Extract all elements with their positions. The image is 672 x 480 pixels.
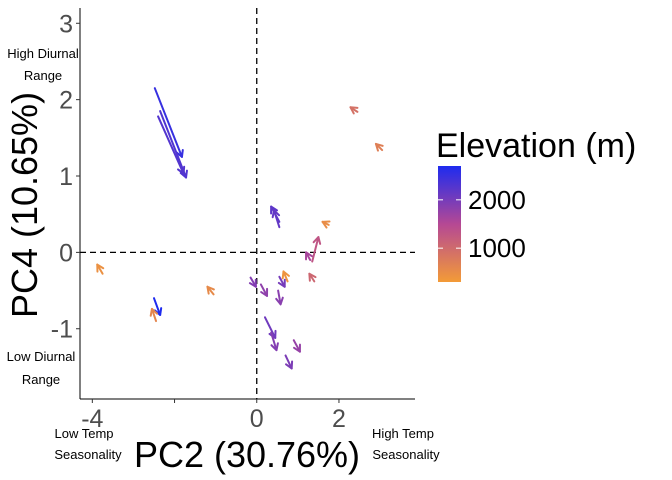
arrow-series <box>96 87 384 370</box>
data-arrow <box>284 354 294 370</box>
y-tick-label: 2 <box>59 87 73 115</box>
y-tick-label: 1 <box>59 163 73 191</box>
annotation-low-temp-line1: Low Temp <box>54 426 113 441</box>
data-arrow <box>292 339 301 353</box>
annotation-low-temp-line2: Seasonality <box>54 447 122 462</box>
data-arrow <box>96 263 105 275</box>
x-axis-ticks: -4 0 2 <box>81 399 346 433</box>
annotation-low-diurnal-line2: Range <box>22 372 60 387</box>
legend-title: Elevation (m) <box>436 127 636 165</box>
data-arrow <box>149 307 159 323</box>
annotation-low-diurnal-line1: Low Diurnal <box>7 349 76 364</box>
data-arrow <box>270 331 279 352</box>
data-arrow <box>206 285 215 296</box>
data-arrow <box>374 142 384 152</box>
legend: Elevation (m) 2000 1000 <box>436 127 636 282</box>
y-axis-title: PC4 (10.65%) <box>4 92 45 318</box>
legend-break-label: 2000 <box>468 185 526 215</box>
legend-break-label: 1000 <box>468 233 526 263</box>
data-arrow <box>308 272 317 283</box>
data-arrow <box>153 87 184 158</box>
data-arrow <box>275 289 284 306</box>
data-arrow <box>281 270 290 283</box>
data-arrow <box>157 115 186 175</box>
annotation-high-temp-line2: Seasonality <box>372 447 440 462</box>
data-arrow <box>159 110 188 179</box>
y-tick-label: 3 <box>59 10 73 38</box>
y-tick-label: -1 <box>51 316 73 344</box>
y-tick-label: 0 <box>59 239 73 267</box>
x-tick-label: 0 <box>250 405 264 433</box>
annotation-high-diurnal-line2: Range <box>24 68 62 83</box>
data-arrow <box>277 275 286 288</box>
legend-colorbar <box>438 166 461 282</box>
annotation-high-diurnal-line1: High Diurnal <box>7 46 79 61</box>
data-arrow <box>349 106 359 115</box>
x-tick-label: -4 <box>81 405 103 433</box>
legend-ticks: 2000 1000 <box>438 185 526 263</box>
annotation-high-temp-line1: High Temp <box>372 426 434 441</box>
data-arrow <box>311 236 322 263</box>
data-arrow <box>305 251 313 262</box>
x-axis-title: PC2 (30.76%) <box>134 434 360 475</box>
data-arrow <box>248 276 257 288</box>
x-tick-label: 2 <box>332 405 346 433</box>
data-arrow <box>263 316 277 339</box>
data-arrow <box>321 220 331 229</box>
y-axis-ticks: -1 0 1 2 3 <box>51 10 80 344</box>
data-arrow <box>271 209 281 229</box>
data-arrow <box>259 283 269 297</box>
